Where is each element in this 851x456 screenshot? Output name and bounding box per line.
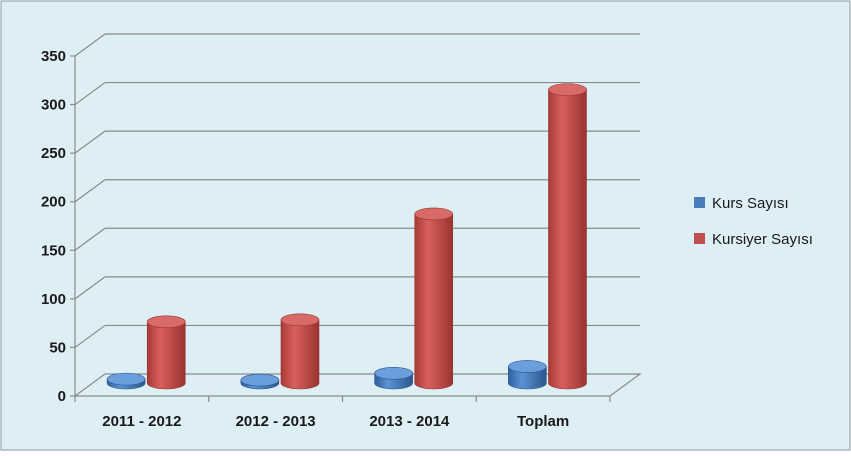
gridline [74, 81, 640, 106]
x-tick-label: Toplam [517, 413, 569, 430]
x-tick-label: 2011 - 2012 [102, 413, 181, 430]
y-tick-label: 50 [49, 339, 66, 356]
legend-label: Kursiyer Sayısı [712, 231, 813, 248]
y-tick-label: 150 [41, 242, 66, 259]
x-tick-label: 2012 - 2013 [236, 413, 316, 430]
chart-floor [73, 373, 642, 397]
bar-kursiyer-2 [414, 207, 454, 390]
y-tick-label: 250 [41, 145, 66, 162]
bar-kurs-3 [508, 360, 547, 390]
y-tick-label: 0 [58, 388, 66, 405]
y-tick-label: 200 [41, 194, 66, 211]
y-tick-label: 100 [41, 291, 66, 308]
legend-swatch [694, 233, 705, 244]
bar-kurs-1 [240, 373, 280, 390]
legend-item-0: Kurs Sayısı [694, 195, 789, 212]
legend-item-1: Kursiyer Sayısı [694, 231, 813, 248]
labels-layer: 0 50 100 150 200 250 300 350 2011 - 2012 2012 - 2… [41, 48, 569, 430]
y-tick-label: 350 [41, 48, 66, 65]
legend-swatch [694, 197, 705, 208]
bar-kurs-0 [106, 372, 146, 390]
legend: Kurs Sayısı Kursiyer Sayısı [694, 195, 813, 248]
y-tick-label: 300 [41, 97, 66, 114]
bar-kurs-2 [374, 366, 413, 390]
gridline [74, 33, 640, 57]
bar-kursiyer-1 [280, 313, 320, 390]
bars-layer [106, 83, 587, 390]
x-tick-label: 2013 - 2014 [369, 413, 450, 430]
bar-kursiyer-0 [146, 315, 186, 390]
axis-layer [70, 55, 611, 402]
legend-label: Kurs Sayısı [712, 195, 789, 212]
bar-kursiyer-3 [548, 83, 587, 390]
